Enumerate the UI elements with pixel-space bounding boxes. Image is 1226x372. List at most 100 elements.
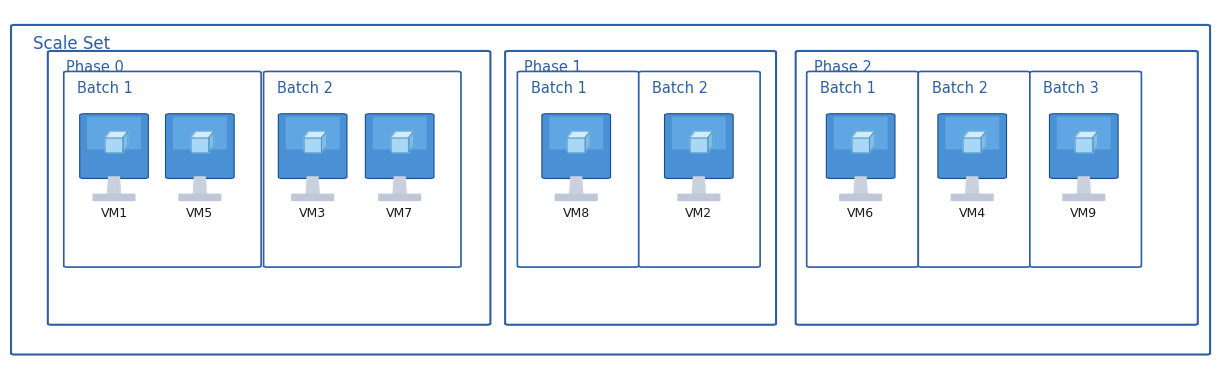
Text: VM1: VM1: [101, 207, 128, 220]
Polygon shape: [1075, 138, 1092, 152]
FancyBboxPatch shape: [672, 117, 726, 150]
Polygon shape: [394, 177, 406, 194]
Polygon shape: [123, 132, 128, 152]
Polygon shape: [194, 177, 206, 194]
Polygon shape: [690, 138, 707, 152]
Text: Batch 1: Batch 1: [820, 81, 877, 96]
Polygon shape: [391, 138, 408, 152]
Polygon shape: [1078, 177, 1090, 194]
FancyBboxPatch shape: [542, 114, 611, 179]
Text: VM7: VM7: [386, 207, 413, 220]
Text: VM5: VM5: [186, 207, 213, 220]
FancyBboxPatch shape: [365, 114, 434, 179]
FancyBboxPatch shape: [945, 117, 999, 150]
FancyBboxPatch shape: [48, 51, 490, 325]
FancyBboxPatch shape: [938, 114, 1007, 179]
FancyBboxPatch shape: [92, 193, 136, 201]
FancyBboxPatch shape: [1030, 71, 1141, 267]
Polygon shape: [208, 132, 213, 152]
Polygon shape: [304, 132, 326, 138]
FancyBboxPatch shape: [517, 71, 639, 267]
FancyBboxPatch shape: [1057, 117, 1111, 150]
FancyBboxPatch shape: [286, 117, 340, 150]
Polygon shape: [964, 138, 981, 152]
Text: VM8: VM8: [563, 207, 590, 220]
FancyBboxPatch shape: [87, 117, 141, 150]
Polygon shape: [304, 138, 321, 152]
FancyBboxPatch shape: [1049, 114, 1118, 179]
Polygon shape: [852, 138, 869, 152]
Polygon shape: [568, 132, 590, 138]
Text: Phase 1: Phase 1: [524, 60, 581, 75]
FancyBboxPatch shape: [639, 71, 760, 267]
FancyBboxPatch shape: [950, 193, 994, 201]
Polygon shape: [105, 132, 128, 138]
FancyBboxPatch shape: [291, 193, 335, 201]
FancyBboxPatch shape: [677, 193, 721, 201]
FancyBboxPatch shape: [796, 51, 1198, 325]
FancyBboxPatch shape: [178, 193, 222, 201]
FancyBboxPatch shape: [918, 71, 1030, 267]
Text: VM3: VM3: [299, 207, 326, 220]
FancyBboxPatch shape: [278, 114, 347, 179]
Polygon shape: [966, 177, 978, 194]
Text: Batch 2: Batch 2: [277, 81, 333, 96]
FancyBboxPatch shape: [1062, 193, 1106, 201]
Polygon shape: [194, 177, 206, 194]
FancyBboxPatch shape: [807, 71, 918, 267]
Polygon shape: [570, 177, 582, 194]
Polygon shape: [394, 177, 406, 194]
Text: Batch 3: Batch 3: [1043, 81, 1098, 96]
Polygon shape: [570, 177, 582, 194]
Polygon shape: [105, 138, 123, 152]
Polygon shape: [408, 132, 413, 152]
FancyBboxPatch shape: [839, 193, 883, 201]
FancyBboxPatch shape: [166, 114, 234, 179]
Polygon shape: [966, 177, 978, 194]
Polygon shape: [690, 132, 712, 138]
FancyBboxPatch shape: [264, 71, 461, 267]
Polygon shape: [306, 177, 319, 194]
Polygon shape: [191, 138, 208, 152]
Polygon shape: [693, 177, 705, 194]
FancyBboxPatch shape: [505, 51, 776, 325]
Text: VM4: VM4: [959, 207, 986, 220]
Polygon shape: [585, 132, 590, 152]
Polygon shape: [1092, 132, 1097, 152]
Polygon shape: [391, 132, 413, 138]
Text: Batch 1: Batch 1: [77, 81, 134, 96]
Text: VM9: VM9: [1070, 207, 1097, 220]
Text: VM2: VM2: [685, 207, 712, 220]
Polygon shape: [568, 138, 585, 152]
Text: Phase 0: Phase 0: [66, 60, 124, 75]
FancyBboxPatch shape: [664, 114, 733, 179]
Polygon shape: [191, 132, 213, 138]
Polygon shape: [869, 132, 874, 152]
Text: Batch 2: Batch 2: [932, 81, 988, 96]
Polygon shape: [707, 132, 712, 152]
Text: Scale Set: Scale Set: [33, 35, 110, 53]
Polygon shape: [855, 177, 867, 194]
Polygon shape: [108, 177, 120, 194]
Text: Phase 2: Phase 2: [814, 60, 872, 75]
Polygon shape: [321, 132, 326, 152]
Polygon shape: [108, 177, 120, 194]
Polygon shape: [1075, 132, 1097, 138]
FancyBboxPatch shape: [11, 25, 1210, 355]
FancyBboxPatch shape: [549, 117, 603, 150]
FancyBboxPatch shape: [834, 117, 888, 150]
Polygon shape: [852, 132, 874, 138]
FancyBboxPatch shape: [826, 114, 895, 179]
Text: VM6: VM6: [847, 207, 874, 220]
Text: Batch 1: Batch 1: [531, 81, 587, 96]
Polygon shape: [306, 177, 319, 194]
FancyBboxPatch shape: [80, 114, 148, 179]
Text: Batch 2: Batch 2: [652, 81, 709, 96]
FancyBboxPatch shape: [64, 71, 261, 267]
FancyBboxPatch shape: [373, 117, 427, 150]
FancyBboxPatch shape: [378, 193, 422, 201]
Polygon shape: [693, 177, 705, 194]
Polygon shape: [1078, 177, 1090, 194]
Polygon shape: [964, 132, 986, 138]
FancyBboxPatch shape: [554, 193, 598, 201]
